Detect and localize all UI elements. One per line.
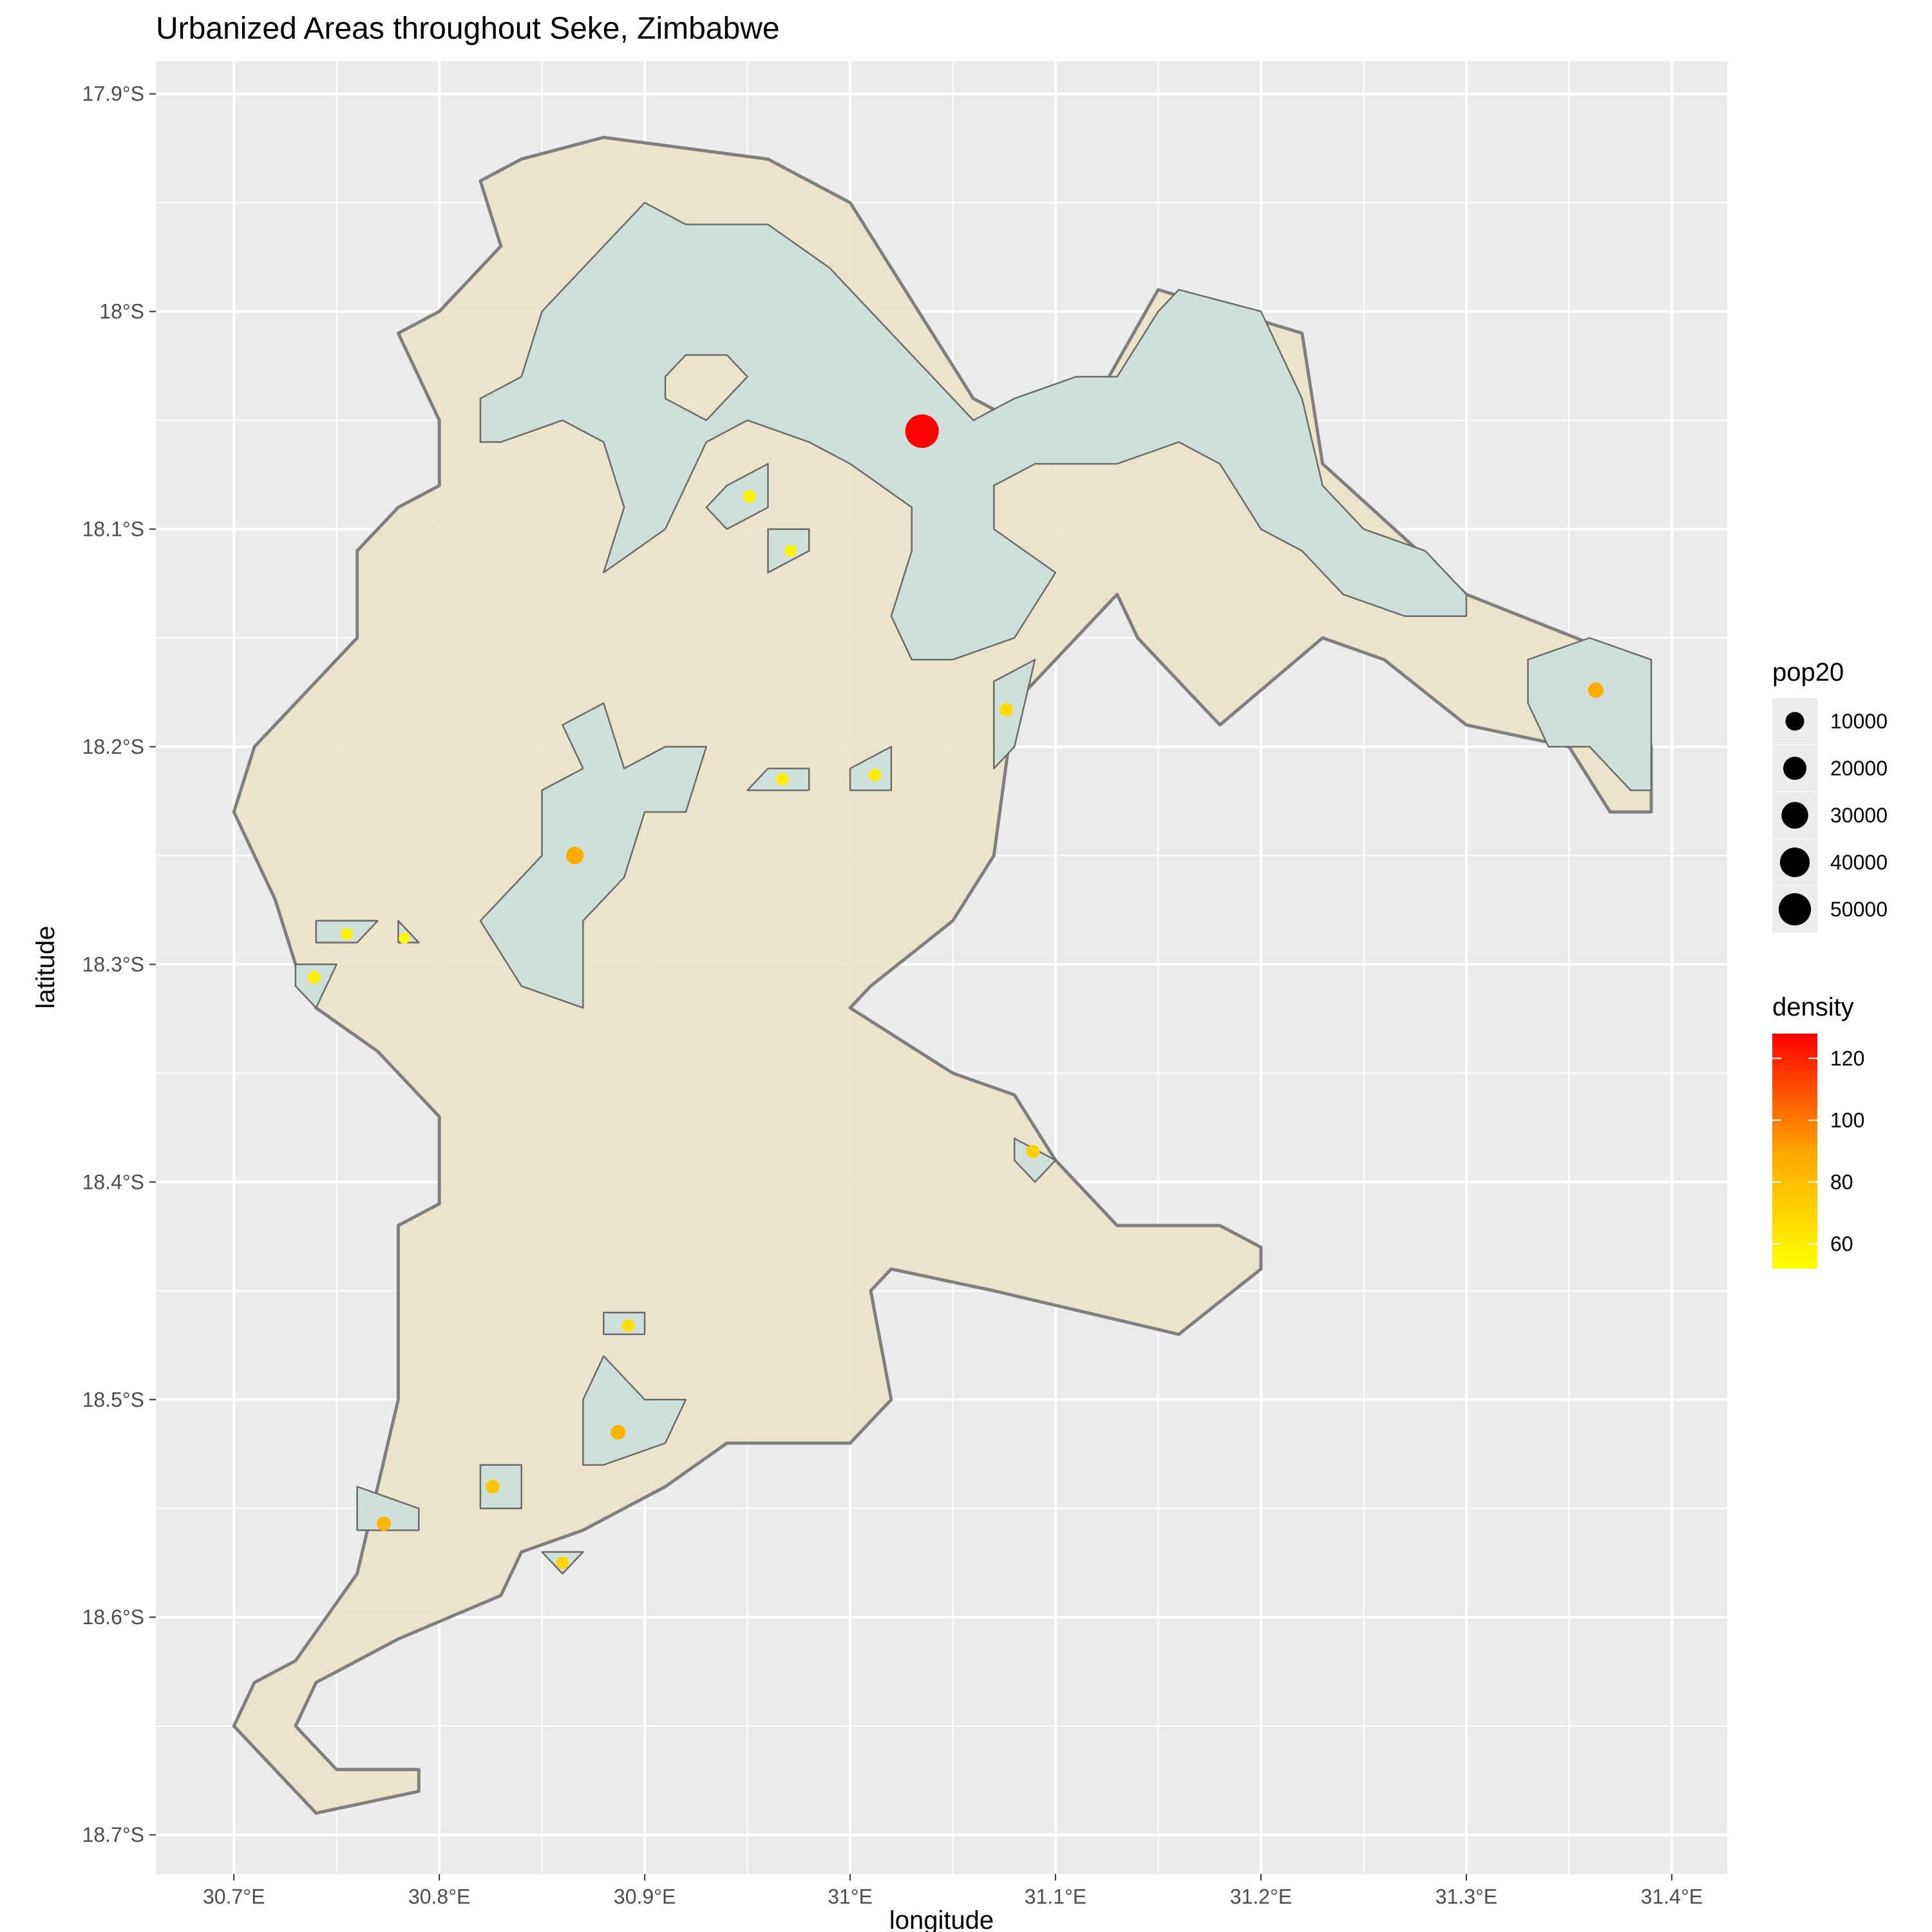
y-tick-label: 18.6°S [82, 1605, 144, 1629]
size-legend-symbol [1779, 847, 1810, 878]
settlement-point [868, 768, 881, 782]
urban-area [993, 659, 1036, 770]
size-legend-symbol [1778, 893, 1812, 926]
size-legend-symbol [1783, 756, 1807, 781]
urban-area [479, 702, 708, 1009]
size-legend-label: 50000 [1830, 898, 1888, 921]
y-tick-label: 18.4°S [82, 1170, 144, 1193]
density-colorbar [1772, 1034, 1817, 1269]
y-axis-title: latitude [32, 926, 60, 1009]
x-tick-label: 30.7°E [203, 1885, 265, 1908]
settlement-point [905, 414, 939, 448]
y-tick-label: 18.7°S [82, 1823, 144, 1846]
color-legend: 60 80 100 120 [1772, 1046, 1864, 1256]
x-tick-label: 31.1°E [1025, 1885, 1086, 1908]
settlement-point [307, 971, 321, 984]
x-tick-label: 31.4°E [1641, 1885, 1703, 1908]
urban-area [479, 202, 1468, 661]
size-legend-symbol [1785, 712, 1804, 731]
settlement-point [566, 846, 584, 865]
urban-area [1013, 1137, 1057, 1183]
settlement-point [621, 1319, 635, 1332]
settlement-point [486, 1479, 500, 1494]
x-tick-label: 31.2°E [1230, 1885, 1292, 1908]
x-tick-label: 30.9°E [614, 1885, 676, 1908]
colorbar-label: 120 [1830, 1046, 1864, 1070]
urban-area [582, 1355, 687, 1466]
x-axis-ticks: 30.7°E 30.8°E 30.9°E 31°E 31.1°E 31.2°E 31.3°E… [203, 1874, 1703, 1908]
urban-area [1527, 637, 1653, 791]
settlement-point [341, 927, 353, 940]
size-legend-symbol [1781, 802, 1808, 829]
point-layer [307, 414, 1604, 1569]
settlement-point [776, 773, 789, 786]
x-tick-label: 31°E [828, 1885, 873, 1908]
size-legend-label: 20000 [1830, 757, 1888, 780]
y-tick-label: 18.3°S [82, 952, 144, 976]
settlement-point [784, 545, 797, 557]
y-tick-label: 18°S [99, 300, 144, 323]
settlement-point [611, 1425, 626, 1440]
settlement-point [1026, 1144, 1040, 1159]
y-tick-label: 18.2°S [82, 735, 144, 758]
legend-title-density: density [1772, 993, 1854, 1021]
settlement-point [1587, 682, 1604, 698]
urban-area [294, 963, 337, 1009]
colorbar-label: 60 [1830, 1233, 1853, 1256]
size-legend-label: 10000 [1830, 710, 1888, 733]
urban-area [849, 746, 893, 791]
legend-title-pop20: pop20 [1772, 658, 1844, 687]
settlement-point [376, 1516, 392, 1531]
map-layer [232, 135, 1653, 1815]
y-tick-label: 18.5°S [82, 1388, 144, 1411]
size-legend: 10000 20000 30000 40000 50000 [1772, 698, 1888, 933]
y-tick-label: 18.1°S [82, 518, 144, 541]
x-tick-label: 31.3°E [1435, 1885, 1497, 1908]
urban-area [705, 462, 769, 530]
settlement-point [556, 1556, 569, 1569]
y-axis-ticks: 17.9°S 18°S 18.1°S 18.2°S 18.3°S 18.4°S 18.5°S… [82, 82, 156, 1846]
size-legend-label: 40000 [1830, 851, 1888, 874]
settlement-point [399, 933, 410, 944]
y-tick-label: 17.9°S [82, 82, 144, 106]
x-axis-title: longitude [889, 1906, 994, 1932]
size-legend-label: 30000 [1830, 804, 1888, 827]
colorbar-label: 100 [1830, 1108, 1864, 1132]
colorbar-label: 80 [1830, 1171, 1853, 1194]
urban-area [356, 1486, 420, 1531]
settlement-point [743, 490, 756, 503]
chart-title: Urbanized Areas throughout Seke, Zimbabw… [156, 12, 780, 46]
x-tick-label: 30.8°E [408, 1885, 470, 1908]
settlement-point [999, 703, 1013, 717]
urban-area [479, 1464, 522, 1510]
